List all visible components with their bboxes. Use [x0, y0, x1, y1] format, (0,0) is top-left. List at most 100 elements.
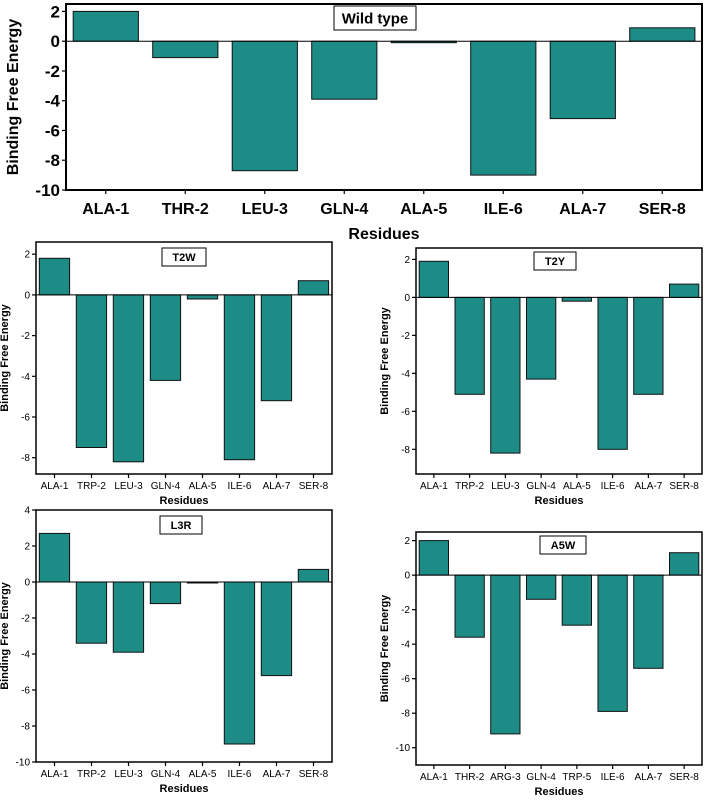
plot-frame [415, 247, 703, 475]
bar-a5w-ala-1 [418, 540, 450, 576]
chart-title: A5W [551, 540, 576, 552]
y-tick-label: -6 [401, 407, 410, 418]
bar-t2y-gln-4 [526, 296, 557, 380]
y-tick-label: -8 [21, 722, 30, 733]
x-tick-label: ALA-1 [41, 481, 69, 492]
bar-l3r-trp-2 [75, 581, 108, 644]
bar-a5w-arg-3 [490, 574, 521, 735]
bar-t2w-leu-3 [112, 294, 145, 463]
y-axis-label: Binding Free Energy [0, 303, 11, 411]
x-tick-label: TRP-2 [455, 481, 484, 492]
x-tick-label: GLN-4 [526, 772, 556, 783]
x-tick-label: ARG-3 [490, 772, 521, 783]
chart-title-box [333, 5, 417, 31]
bar-a5w-thr-2 [454, 574, 485, 638]
y-tick-label: -8 [21, 453, 30, 464]
x-tick-label: TRP-2 [77, 481, 106, 492]
y-tick-label: -8 [401, 709, 410, 720]
bar-wild-type-ala-7 [549, 40, 616, 120]
chart-wild-type: 2 0 -2 -4 -6 -8 -10 ALA-1 THR-2 LEU-3 GLN-4 ALA-5 IL… [5, 2, 703, 243]
y-tick-label: -2 [45, 62, 60, 81]
bar-wild-type-thr-2 [152, 40, 219, 59]
x-tick-label: TRP-2 [77, 769, 106, 780]
chart-title-box [159, 515, 203, 535]
y-tick-label: -4 [21, 650, 30, 661]
x-tick-label: SER-8 [639, 201, 686, 218]
bar-a5w-ala-7 [633, 574, 664, 669]
x-tick-label: ALA-1 [420, 772, 448, 783]
bar-t2w-gln-4 [149, 294, 182, 381]
y-tick-label: -4 [401, 640, 410, 651]
x-tick-label: ALA-1 [420, 481, 448, 492]
y-tick-label: -2 [21, 614, 30, 625]
y-tick-label: -10 [396, 743, 411, 754]
x-tick-label: ILE-6 [228, 481, 252, 492]
y-axis-label: Binding Free Energy [379, 594, 391, 702]
y-tick-label: -2 [21, 331, 30, 342]
bar-t2w-ile-6 [223, 294, 256, 461]
chart-l3r: 4 2 0 -2 -4 -6 -8 -10 ALA-1 TRP-2 LEU-3 GLN-4 ALA-5 I… [0, 506, 333, 795]
bar-t2y-ala-1 [418, 260, 450, 298]
x-tick-label: TRP-5 [562, 772, 591, 783]
x-tick-label: LEU-3 [114, 481, 143, 492]
plot-frame [65, 3, 703, 191]
chart-title-box [539, 535, 587, 555]
y-tick-label: -8 [401, 445, 410, 456]
y-tick-label: -2 [401, 605, 410, 616]
bar-l3r-leu-3 [112, 581, 145, 653]
x-tick-label: ALA-7 [263, 481, 291, 492]
y-tick-label: -6 [45, 121, 60, 140]
y-tick-label: 2 [24, 542, 30, 553]
bar-a5w-ser-8 [669, 552, 700, 576]
y-tick-label: -8 [45, 151, 60, 170]
y-tick-label: -6 [401, 674, 410, 685]
y-tick-label: -4 [21, 372, 30, 383]
x-tick-label: THR-2 [455, 772, 485, 783]
bar-t2w-ala-7 [260, 294, 293, 402]
y-tick-label: -10 [16, 758, 31, 769]
x-tick-label: SER-8 [299, 481, 329, 492]
x-tick-label: GLN-4 [151, 769, 181, 780]
bar-t2y-ser-8 [669, 283, 700, 298]
bar-a5w-trp-5 [561, 574, 593, 626]
x-tick-label: ALA-1 [41, 769, 69, 780]
x-tick-label: GLN-4 [320, 201, 368, 218]
bar-t2y-leu-3 [490, 296, 521, 454]
x-tick-label: SER-8 [299, 769, 329, 780]
y-tick-label: -10 [35, 181, 60, 200]
x-tick-label: ALA-5 [400, 201, 447, 218]
x-tick-label: ALA-5 [563, 481, 591, 492]
y-tick-label: 0 [404, 293, 410, 304]
bar-t2y-ile-6 [597, 296, 628, 450]
chart-title-box [161, 247, 207, 267]
y-tick-label: 2 [404, 255, 410, 266]
bar-l3r-ala-7 [260, 581, 293, 677]
x-tick-label: ALA-5 [189, 481, 217, 492]
chart-title: T2W [172, 252, 196, 264]
y-tick-label: 0 [404, 571, 410, 582]
x-tick-label: ALA-1 [82, 201, 129, 218]
y-axis-label: Binding Free Energy [0, 581, 11, 689]
chart-a5w: 2 0 -2 -4 -6 -8 -10 ALA-1 THR-2 ARG-3 GLN-4 TRP-5 IL… [379, 531, 703, 798]
x-axis-label: Residues [535, 495, 584, 507]
bar-t2w-trp-2 [75, 294, 108, 448]
chart-t2y: 2 0 -2 -4 -6 -8 ALA-1 TRP-2 LEU-3 GLN-4 ALA-5 ILE-6… [379, 247, 703, 507]
bar-wild-type-gln-4 [311, 40, 378, 100]
x-tick-label: ILE-6 [484, 201, 523, 218]
x-tick-label: ALA-7 [559, 201, 606, 218]
y-tick-label: -2 [401, 331, 410, 342]
bar-t2y-ala-5 [561, 296, 593, 302]
x-tick-label: ILE-6 [601, 772, 625, 783]
y-tick-label: 0 [24, 578, 30, 589]
bar-wild-type-leu-3 [231, 40, 298, 172]
bar-l3r-ala-1 [38, 532, 71, 583]
y-tick-label: -6 [21, 686, 30, 697]
bar-l3r-gln-4 [149, 581, 182, 605]
bar-t2y-trp-2 [454, 296, 485, 395]
bar-l3r-ile-6 [223, 581, 256, 745]
plot-frame [415, 531, 703, 766]
x-axis-label: Residues [535, 786, 584, 798]
bar-l3r-ser-8 [297, 568, 330, 583]
x-tick-label: LEU-3 [242, 201, 288, 218]
